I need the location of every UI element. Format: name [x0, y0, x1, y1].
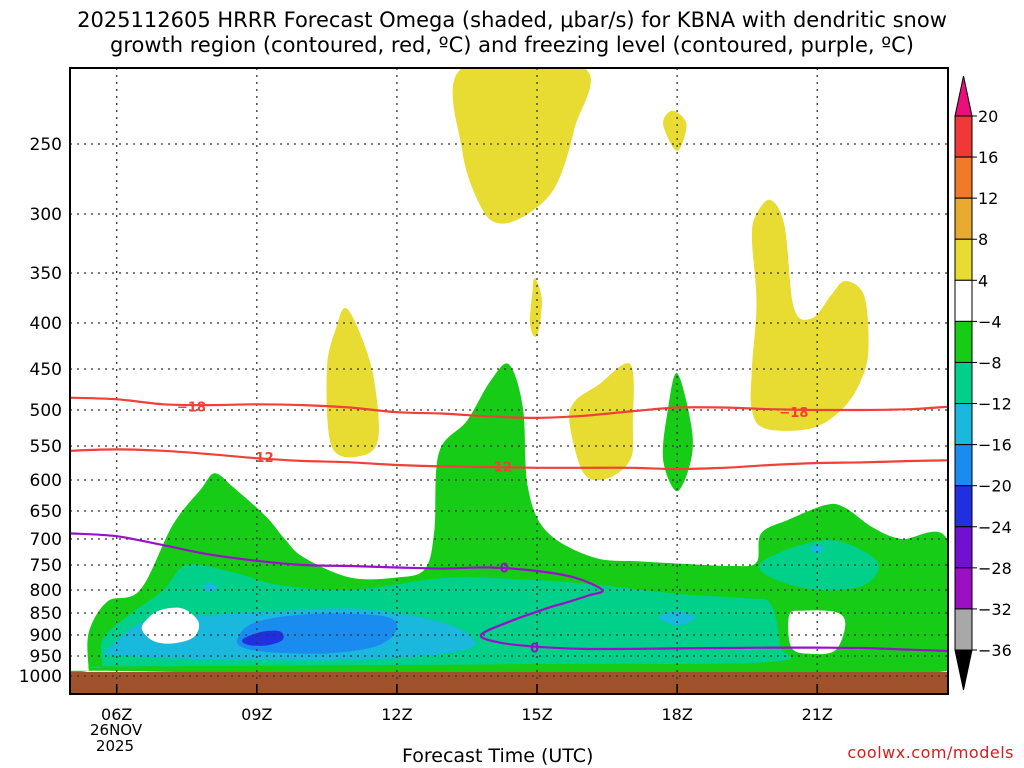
colorbar-bin-7 — [954, 403, 973, 446]
x-tick-label-06Z: 06Z — [101, 705, 132, 724]
init-date-year: 2025 — [95, 737, 135, 755]
x-tick-label-09Z: 09Z — [241, 705, 272, 724]
colorbar-label-4: 4 — [978, 271, 988, 290]
colorbar-label-2: 12 — [978, 189, 998, 208]
yellow-subsidence-13z — [452, 68, 591, 224]
y-tick-label-700: 700 — [30, 530, 62, 550]
colorbar-label-5: −4 — [978, 312, 1002, 331]
freezing-level-0C-label-1: 0 — [530, 642, 539, 657]
colorbar-bin-8 — [954, 444, 973, 487]
x-tick-label-21Z: 21Z — [802, 705, 833, 724]
colorbar: 20 16 12 8 4 −4 −8 −12 −16 −20 −24 −28 −32 −36 — [954, 75, 1012, 691]
colorbar-label-0: 20 — [978, 107, 998, 126]
colorbar-label-6: −8 — [978, 353, 1002, 372]
colorbar-bin-0 — [954, 115, 973, 158]
yellow-subsidence-15z — [529, 277, 542, 337]
yellow-subsidence-18z-top — [663, 110, 687, 151]
yellow-subsidence-20z — [750, 199, 869, 431]
y-tick-label-300: 300 — [30, 205, 62, 225]
cyan-omega-spot-07z — [203, 582, 218, 593]
colorbar-bin-11 — [954, 567, 973, 610]
site-credit: coolwx.com/models — [847, 743, 1014, 762]
colorbar-under-triangle — [954, 649, 973, 691]
y-tick-label-400: 400 — [30, 314, 62, 334]
dgz-minus12C-label-0: −12 — [245, 451, 274, 466]
colorbar-over-triangle — [954, 75, 973, 117]
colorbar-label-8: −16 — [978, 436, 1012, 455]
x-tick-label-12Z: 12Z — [381, 705, 412, 724]
dgz-minus12C-label-1: −12 — [483, 460, 512, 475]
colorbar-bin-6 — [954, 361, 973, 405]
plot-frame — [69, 67, 949, 695]
y-tick-label-500: 500 — [30, 401, 62, 421]
axis-ticks: 2503003504004505005506006507007508008509… — [19, 135, 833, 724]
colorbar-bin-4 — [954, 279, 973, 322]
colorbar-label-13: −36 — [978, 641, 1012, 660]
colorbar-bin-12 — [954, 608, 973, 651]
dgz-minus18C — [70, 396, 948, 420]
omega-shaded-regions — [70, 68, 948, 681]
colorbar-bin-2 — [954, 197, 973, 240]
colorbar-label-7: −12 — [978, 395, 1012, 414]
yellow-subsidence-11z — [326, 307, 379, 458]
colorbar-label-9: −20 — [978, 477, 1012, 496]
colorbar-label-10: −24 — [978, 518, 1012, 537]
y-tick-label-800: 800 — [30, 581, 62, 601]
freezing-level-0C — [70, 532, 948, 653]
y-tick-label-950: 950 — [30, 647, 62, 667]
cyan-omega-spot-18z — [658, 611, 696, 626]
dgz-minus18C-label-0: −18 — [177, 401, 206, 416]
chart-title-line-2: growth region (contoured, red, ºC) and f… — [110, 33, 914, 57]
init-date: 26NOV 2025 — [90, 721, 143, 755]
init-date-day: 26NOV — [90, 721, 143, 739]
dgz-minus12C — [70, 448, 948, 471]
y-tick-label-900: 900 — [30, 626, 62, 646]
y-tick-label-350: 350 — [30, 264, 62, 284]
white-hole-21z — [788, 610, 846, 655]
y-tick-label-450: 450 — [30, 360, 62, 380]
colorbar-label-12: −32 — [978, 600, 1012, 619]
y-tick-label-750: 750 — [30, 556, 62, 576]
blue-omega-band — [236, 613, 398, 654]
x-tick-label-15Z: 15Z — [521, 705, 552, 724]
ground-surface — [70, 672, 948, 694]
y-tick-label-1000: 1000 — [19, 667, 62, 687]
y-tick-label-850: 850 — [30, 604, 62, 624]
x-tick-label-18Z: 18Z — [661, 705, 692, 724]
x-axis-title: Forecast Time (UTC) — [402, 745, 594, 767]
white-hole-07z — [141, 607, 200, 644]
y-tick-label-250: 250 — [30, 135, 62, 155]
teal-omega-cell-21z — [759, 540, 879, 591]
green-omega-cell-18z — [662, 372, 693, 492]
colorbar-bin-1 — [954, 156, 973, 199]
dgz-minus18C-label-1: −18 — [779, 406, 808, 421]
chart-title-line-1: 2025112605 HRRR Forecast Omega (shaded, … — [77, 8, 947, 32]
yellow-subsidence-17z — [569, 363, 634, 481]
y-tick-label-550: 550 — [30, 437, 62, 457]
cyan-omega-spot-21z — [810, 544, 825, 554]
colorbar-label-1: 16 — [978, 148, 998, 167]
y-tick-label-600: 600 — [30, 471, 62, 491]
y-tick-label-650: 650 — [30, 502, 62, 522]
freezing-level-0C-label-0: 0 — [500, 562, 509, 577]
contour-lines: 0 0 −12 −12 −18 −18 — [70, 396, 948, 657]
colorbar-label-3: 8 — [978, 230, 988, 249]
colorbar-label-11: −28 — [978, 559, 1012, 578]
colorbar-bin-3 — [954, 238, 973, 281]
colorbar-bin-9 — [954, 485, 973, 528]
colorbar-bin-10 — [954, 526, 973, 569]
colorbar-bin-5 — [954, 320, 973, 363]
